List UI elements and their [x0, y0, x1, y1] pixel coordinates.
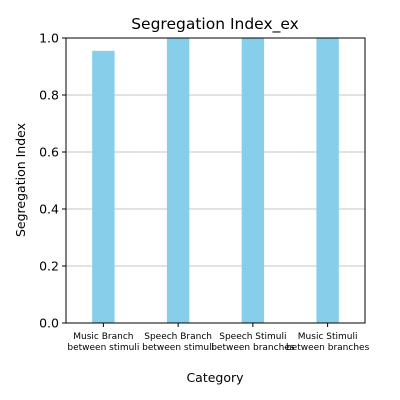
y-tick-label: 0.6: [39, 145, 59, 160]
y-tick-label: 1.0: [39, 31, 59, 46]
x-tick-label: Music Branch between stimuli: [67, 332, 139, 353]
bar: [316, 38, 339, 323]
x-tick-label: Speech Stimuli between branches: [211, 332, 295, 353]
y-tick-label: 0.0: [39, 316, 59, 331]
x-tick-label: Music Stimuli between branches: [286, 332, 370, 353]
chart-title: Segregation Index_ex: [131, 15, 299, 34]
y-tick-label: 0.8: [39, 88, 59, 103]
plot-frame: [65, 37, 366, 324]
y-axis-ticks: 0.0 0.2 0.4 0.6 0.8 1.0: [39, 31, 66, 331]
y-axis-label: Segregation Index: [13, 123, 28, 237]
y-tick-label: 0.4: [39, 202, 59, 217]
bars: [92, 38, 339, 323]
bar: [92, 50, 115, 323]
bar: [166, 38, 190, 323]
y-tick-label: 0.2: [39, 259, 59, 274]
x-axis-label: Category: [186, 370, 244, 385]
bar: [241, 38, 265, 323]
x-tick-label: Speech Branch between stimuli: [142, 332, 214, 353]
